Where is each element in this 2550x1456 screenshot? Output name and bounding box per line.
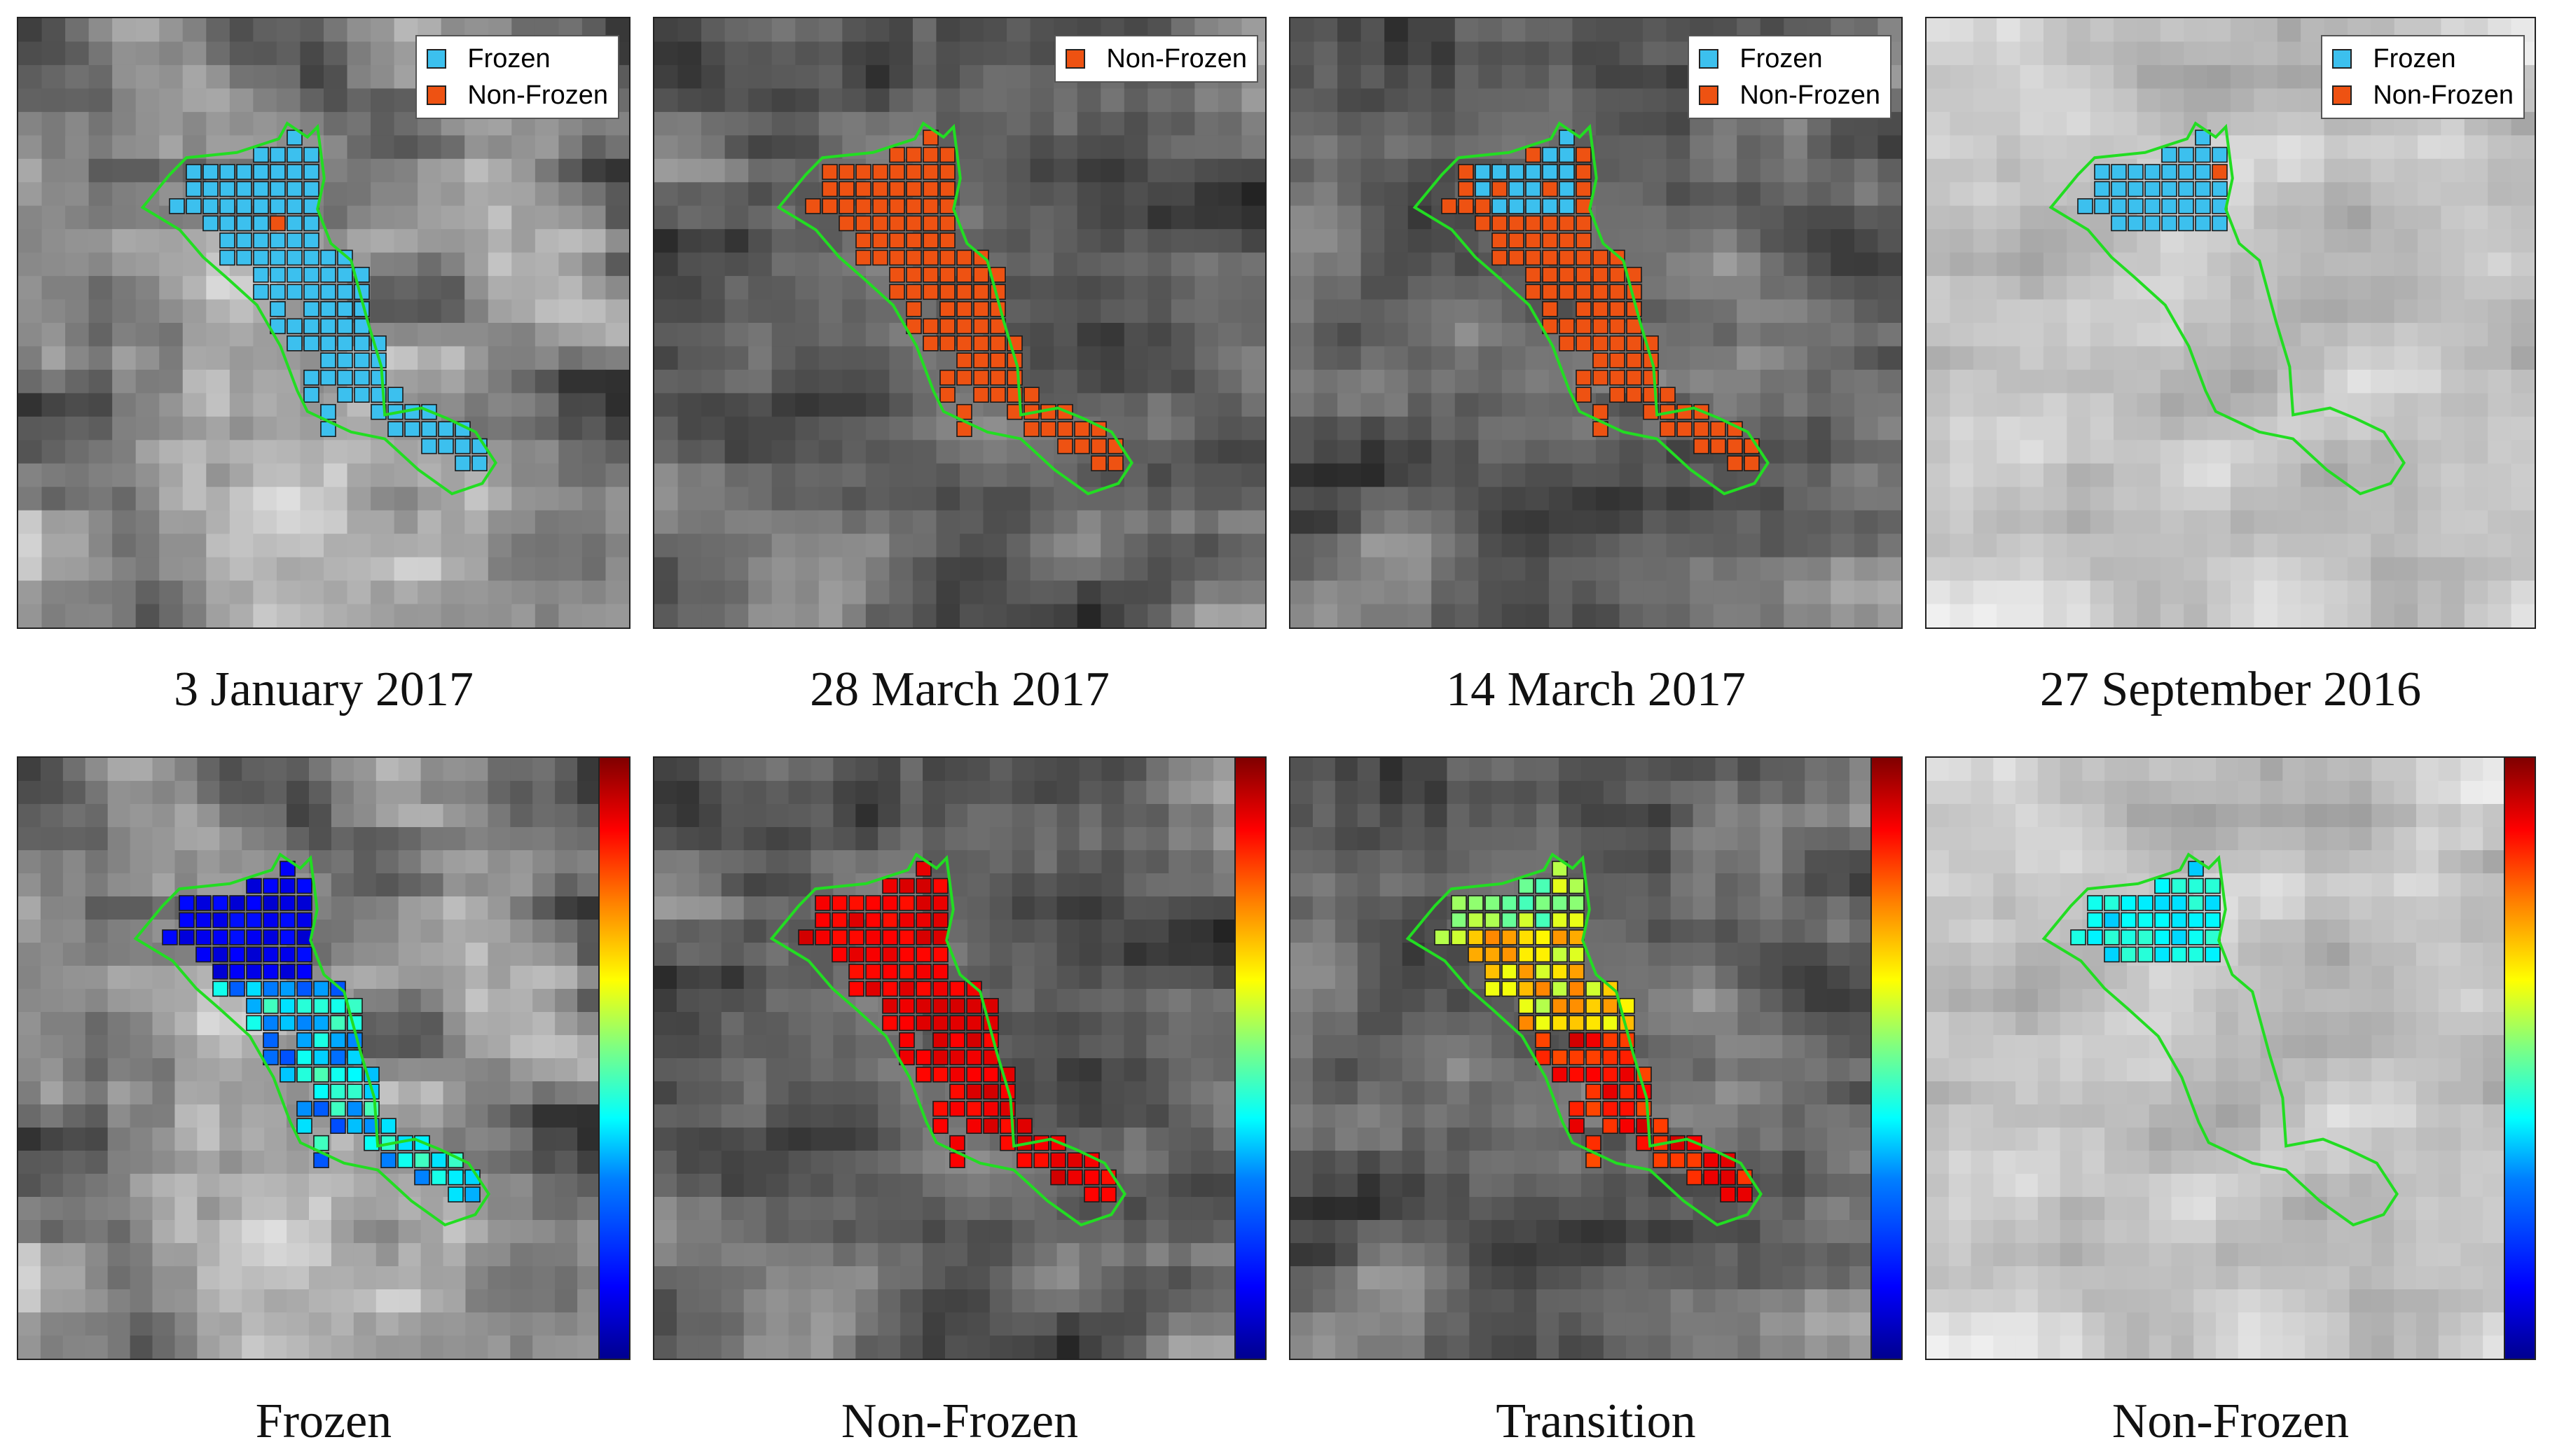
caption-nonfrozen: Non-Frozen (841, 1394, 1079, 1448)
map-panel-sep-2016: Frozen Non-Frozen (1925, 17, 2536, 629)
nonfrozen-swatch (427, 85, 447, 105)
sar-background (18, 758, 600, 1359)
frozen-swatch (2332, 49, 2352, 69)
glacier-pixels (798, 861, 1117, 1202)
legend-jan-2017: Frozen Non-Frozen (415, 35, 619, 119)
score-svg-nonfrozen-2 (1927, 758, 2506, 1359)
glacier-outline (2041, 852, 2399, 1227)
colorbar (1870, 758, 1901, 1359)
sar-background (1290, 18, 1901, 628)
sar-background (1290, 758, 1873, 1359)
glacier-outline (1405, 852, 1763, 1227)
colorbar (1234, 758, 1265, 1359)
frozen-swatch (1699, 49, 1719, 69)
glacier-outline (133, 852, 490, 1227)
glacier-pixels (1441, 130, 1760, 471)
caption-transition: Transition (1496, 1394, 1696, 1448)
legend-frozen: Frozen (427, 41, 608, 77)
map-svg-mar28-2017 (654, 18, 1265, 628)
score-svg-transition (1290, 758, 1873, 1359)
map-svg-sep-2016 (1927, 18, 2535, 628)
glacier-outline (140, 121, 497, 496)
frozen-swatch (427, 49, 447, 69)
colorbar (2504, 758, 2535, 1359)
glacier-outline (1412, 121, 1770, 496)
sar-background (1927, 18, 2535, 628)
glacier-pixels (2077, 130, 2228, 232)
glacier-outline (769, 852, 1126, 1227)
map-svg-mar14-2017 (1290, 18, 1901, 628)
legend-frozen: Frozen (2332, 41, 2514, 77)
legend-nonfrozen: Non-Frozen (427, 77, 608, 113)
nonfrozen-swatch (1066, 49, 1086, 69)
glacier-outline (2048, 121, 2406, 496)
colorbar (598, 758, 629, 1359)
caption-mar28-2017: 28 March 2017 (810, 663, 1110, 716)
score-panel-frozen (17, 756, 630, 1360)
legend-nonfrozen: Non-Frozen (1066, 41, 1247, 77)
score-panel-nonfrozen (653, 756, 1267, 1360)
score-svg-nonfrozen (654, 758, 1236, 1359)
score-svg-frozen (18, 758, 600, 1359)
glacier-pixels (162, 861, 481, 1202)
nonfrozen-swatch (1699, 85, 1719, 105)
score-panel-transition (1289, 756, 1903, 1360)
caption-frozen: Frozen (255, 1394, 392, 1448)
legend-mar14-2017: Frozen Non-Frozen (1688, 35, 1891, 119)
legend-mar28-2017: Non-Frozen (1054, 35, 1258, 83)
map-panel-jan-2017: Frozen Non-Frozen (17, 17, 630, 629)
legend-nonfrozen: Non-Frozen (2332, 77, 2514, 113)
sar-background (1927, 758, 2506, 1359)
map-panel-mar28-2017: Non-Frozen (653, 17, 1267, 629)
glacier-pixels (2070, 861, 2221, 963)
glacier-pixels (169, 130, 488, 471)
nonfrozen-swatch (2332, 85, 2352, 105)
score-panel-nonfrozen-2 (1925, 756, 2536, 1360)
sar-background (654, 758, 1236, 1359)
caption-mar14-2017: 14 March 2017 (1446, 663, 1746, 716)
legend-sep-2016: Frozen Non-Frozen (2321, 35, 2525, 119)
legend-nonfrozen: Non-Frozen (1699, 77, 1880, 113)
caption-jan-2017: 3 January 2017 (174, 663, 474, 716)
legend-frozen: Frozen (1699, 41, 1880, 77)
caption-nonfrozen-2: Non-Frozen (2111, 1394, 2350, 1448)
caption-sep-2016: 27 September 2016 (2039, 663, 2422, 716)
glacier-outline (776, 121, 1133, 496)
map-panel-mar14-2017: Frozen Non-Frozen (1289, 17, 1903, 629)
glacier-pixels (805, 130, 1124, 471)
